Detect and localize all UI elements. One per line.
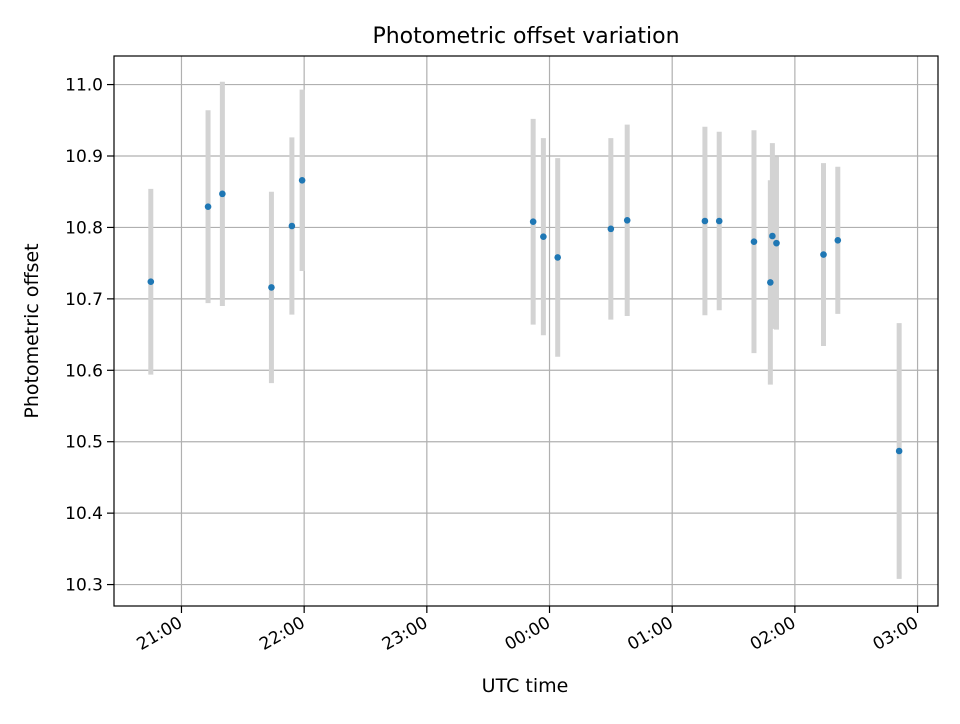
plot-frame (113, 55, 939, 607)
x-tick-label: 21:00 (134, 613, 186, 655)
data-point (895, 447, 903, 455)
data-point (540, 233, 547, 241)
data-point (204, 203, 212, 211)
x-axis-label: UTC time (482, 675, 569, 697)
data-point (298, 176, 306, 184)
data-point (288, 222, 296, 230)
x-tick-label: 22:00 (256, 613, 308, 655)
x-tick-label: 03:00 (870, 613, 922, 655)
data-point (701, 217, 709, 225)
x-tick-label: 00:00 (502, 613, 554, 655)
y-tick-label: 10.6 (65, 361, 103, 381)
data-point (219, 190, 226, 198)
data-point (554, 254, 561, 261)
y-tick-label: 10.5 (65, 433, 103, 453)
y-tick-label: 10.4 (65, 504, 103, 524)
data-point (769, 232, 776, 240)
y-tick-label: 11.0 (65, 76, 103, 96)
y-axis-label: Photometric offset (21, 243, 43, 418)
data-point (623, 216, 631, 224)
y-tick-label: 10.8 (65, 218, 103, 238)
data-point (147, 278, 155, 286)
y-tick-label: 10.7 (65, 290, 103, 310)
data-point (268, 284, 275, 291)
data-point (767, 279, 774, 286)
data-point (773, 239, 780, 247)
data-point (607, 225, 615, 233)
y-tick-label: 10.9 (65, 147, 103, 167)
chart-title: Photometric offset variation (372, 24, 679, 49)
grid (114, 56, 938, 606)
y-tick-label: 10.3 (65, 576, 103, 596)
x-tick-label: 02:00 (747, 613, 799, 655)
data-point (529, 218, 537, 226)
data-point (715, 217, 723, 225)
x-tick-label: 01:00 (624, 613, 676, 655)
x-tick-label: 23:00 (379, 613, 431, 655)
x-ticks: 21:00 22:00 23:00 00:00 01:00 02:00 03:00 (134, 606, 922, 655)
data-point (750, 238, 758, 246)
data-point (834, 236, 842, 244)
y-ticks: 10.3 10.4 10.5 10.6 10.7 10.8 10.9 11.0 (65, 76, 114, 596)
data-points (147, 176, 903, 455)
data-point (820, 251, 827, 258)
